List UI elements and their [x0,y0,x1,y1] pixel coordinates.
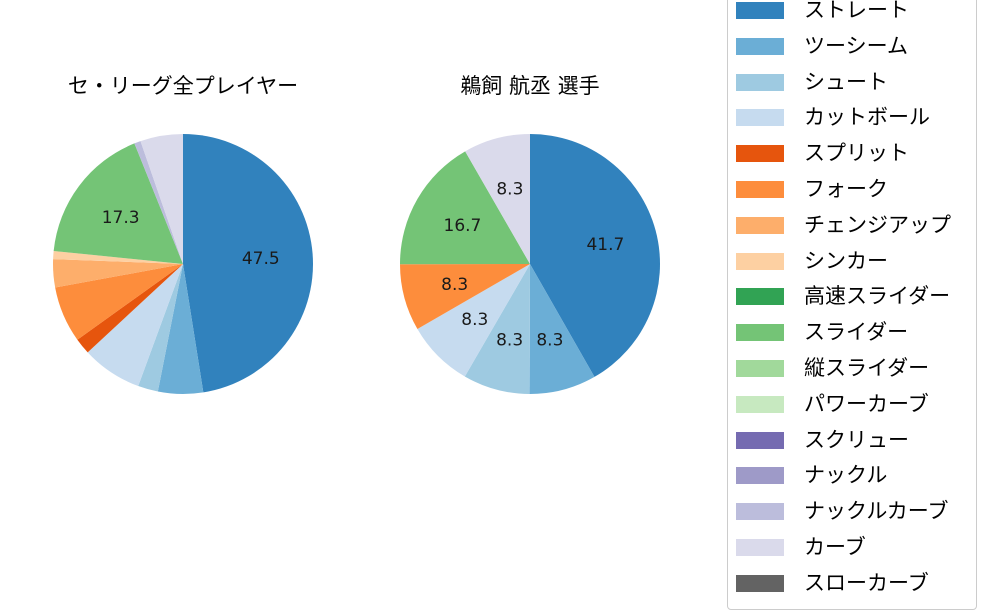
pie-slice [529,264,595,394]
left-chart-title: セ・リーグ全プレイヤー [67,74,299,98]
legend-swatch [736,288,784,306]
legend-label: スライダー [804,320,909,345]
pie-slice [138,264,183,392]
legend-label: フォーク [804,177,888,201]
legend-swatch [736,539,784,556]
pie-slice [55,264,183,340]
legend-swatch [736,109,784,127]
slice-value-label: 8.3 [536,330,563,350]
pie-slice [140,134,183,264]
pie-slice [183,134,313,393]
slice-value-label: 16.7 [444,216,482,236]
pie-slice [465,134,530,264]
legend-label: カットボール [804,105,930,130]
slice-value-label: 41.7 [586,235,624,255]
legend-label: ナックルカーブ [804,499,949,524]
legend-swatch [736,145,784,163]
league-pie-chart: 47.5 17.3 [53,134,313,394]
legend-swatch [736,37,784,55]
pie-slice [400,151,530,265]
pie-slice [417,264,530,377]
pie-slice [87,264,183,387]
legend: ストレートツーシームシュートカットボール スプリットフォークチェンジアップ シンカー… [727,0,977,610]
legend-swatch [736,574,784,592]
pie-slice [464,264,530,394]
pie-slice [53,259,184,288]
slice-value-label: 8.3 [441,275,468,295]
legend-label: カーブ [804,535,866,559]
legend-swatch [736,324,784,342]
slice-value-label: 17.3 [102,208,140,228]
legend-swatch [736,467,784,485]
slice-value-label: 8.3 [461,310,488,330]
pie-slice [530,134,661,377]
pie-slice [157,264,204,394]
right-chart-title: 鵜飼 航丞 選手 [460,74,600,98]
legend-label: ツーシーム [804,33,908,58]
slice-value-label: 8.3 [496,180,523,200]
legend-swatch [736,216,784,234]
slice-value-label: 8.3 [496,330,523,350]
legend-swatch [736,360,784,377]
legend-label: チェンジアップ [804,212,951,237]
legend-label: スローカーブ [804,570,929,595]
legend-swatch [736,181,784,198]
legend-swatch [736,395,784,413]
legend-label: パワーカーブ [804,391,929,416]
legend-label: スプリット [804,141,909,166]
player-pie-chart: 41.7 8.3 8.3 8.3 8.3 16.7 8.3 [400,134,661,394]
legend-label: ナックル [804,463,888,488]
pie-slice [77,264,183,353]
legend-label: 高速スライダー [804,284,951,309]
legend-swatch [736,503,784,521]
legend-swatch [736,431,784,449]
slice-value-label: 47.5 [242,249,280,269]
legend-label: シュート [804,69,888,94]
pie-slice [53,250,183,264]
legend-swatch [736,2,784,19]
legend-swatch [736,252,784,270]
pie-slice [53,143,183,264]
pie-slice [134,141,183,264]
legend-label: シンカー [804,248,888,273]
pie-slice [400,264,530,329]
legend-label: 縦スライダー [804,356,930,380]
legend-label: スクリュー [804,427,909,452]
legend-swatch [736,73,784,91]
legend-label: ストレート [804,0,909,22]
